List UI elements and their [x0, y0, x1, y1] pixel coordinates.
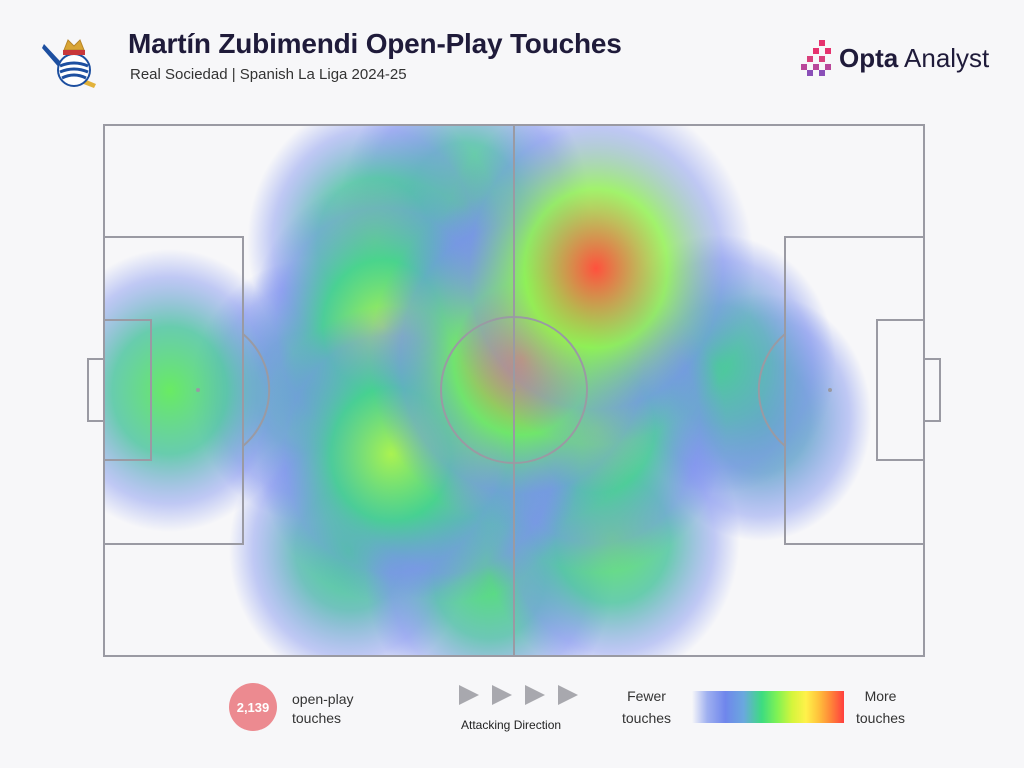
arrow-icon — [459, 685, 479, 705]
scale-high-line2: touches — [856, 710, 906, 726]
right-penalty-arc — [757, 333, 786, 447]
right-goal — [923, 358, 941, 422]
centre-spot — [512, 388, 516, 392]
left-penalty-arc — [242, 333, 271, 447]
arrow-icon — [558, 685, 578, 705]
centre-circle — [440, 316, 588, 464]
scale-high-label: More touches — [856, 685, 905, 729]
heatmap-hotspot — [437, 125, 755, 445]
heatmap-layer — [104, 125, 872, 656]
page-title: Martín Zubimendi Open-Play Touches — [128, 28, 622, 59]
opta-bars-icon — [801, 40, 831, 76]
pitch-lines — [87, 124, 941, 657]
scale-low-line2: touches — [622, 710, 672, 726]
arrow-icon — [492, 685, 512, 705]
arrow-icon — [525, 685, 545, 705]
page-subtitle: Real Sociedad | Spanish La Liga 2024-25 — [130, 66, 407, 83]
left-penalty-spot — [196, 388, 200, 392]
scale-high-line1: More — [864, 688, 897, 704]
brand-name: Opta Analyst — [839, 43, 989, 74]
opta-analyst-logo: Opta Analyst — [797, 38, 997, 78]
brand-name-bold: Opta — [839, 43, 899, 73]
scale-low-line1: Fewer — [627, 688, 666, 704]
attacking-direction-arrows-icon — [459, 685, 578, 705]
touch-count-badge: 2,139 — [229, 683, 277, 731]
attacking-direction-label: Attacking Direction — [461, 718, 562, 732]
heatmap-hotspot — [104, 249, 297, 532]
brand-name-light: Analyst — [898, 43, 990, 73]
scale-low-label: Fewer touches — [622, 685, 671, 729]
right-penalty-spot — [828, 388, 832, 392]
real-sociedad-crest-icon — [42, 39, 96, 88]
right-six-yard-box — [876, 319, 925, 461]
touch-count-label: open-play touches — [292, 691, 354, 726]
color-scale-bar — [692, 691, 844, 723]
left-goal — [87, 358, 105, 422]
